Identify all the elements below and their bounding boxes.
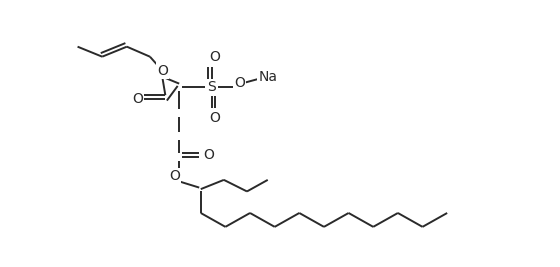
Text: O: O bbox=[209, 50, 220, 64]
Text: Na: Na bbox=[258, 70, 277, 84]
Text: O: O bbox=[234, 76, 245, 90]
Text: O: O bbox=[132, 92, 143, 106]
Text: O: O bbox=[157, 64, 167, 77]
Text: O: O bbox=[209, 111, 220, 124]
Text: S: S bbox=[207, 80, 216, 95]
Text: O: O bbox=[169, 169, 180, 183]
Text: O: O bbox=[203, 148, 214, 162]
